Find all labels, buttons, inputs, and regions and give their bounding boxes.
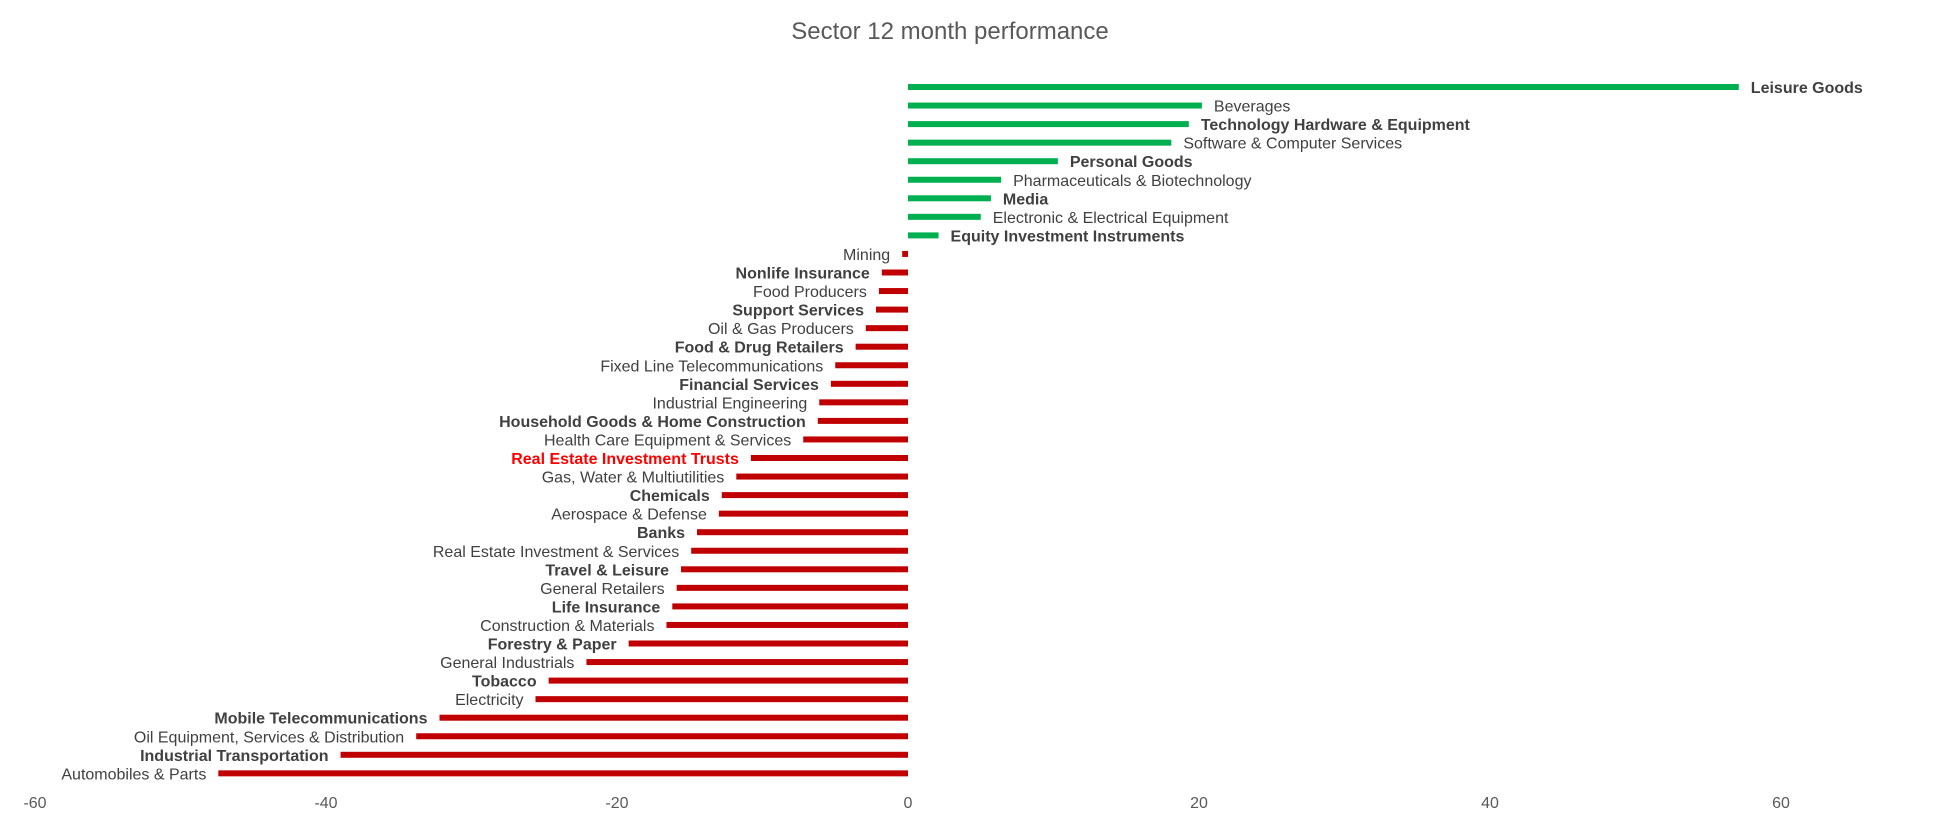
bar-label: Automobiles & Parts (61, 766, 206, 783)
bar-label: Banks (637, 525, 685, 542)
bar-label: Industrial Transportation (140, 748, 328, 765)
x-tick-label: 40 (1481, 795, 1499, 812)
bar-label: Beverages (1214, 99, 1291, 116)
bar (855, 343, 908, 350)
bar-label: Gas, Water & Multiutilities (542, 470, 725, 487)
bar (691, 547, 908, 554)
bar (803, 436, 908, 443)
bar-label: Real Estate Investment & Services (433, 544, 679, 561)
bar-label: Forestry & Paper (488, 637, 617, 654)
x-tick-label: -40 (314, 795, 337, 812)
bar (908, 102, 1202, 109)
bar-label: Oil Equipment, Services & Distribution (134, 729, 404, 746)
bar (535, 696, 908, 703)
bar-label: Electricity (455, 692, 523, 709)
bar (881, 269, 908, 276)
bar-label: Industrial Engineering (652, 395, 807, 412)
bar (830, 380, 908, 387)
bar-label: Food Producers (753, 284, 867, 301)
bar-label: Financial Services (679, 377, 819, 394)
bar (908, 158, 1058, 165)
bar (548, 677, 908, 684)
bar (819, 399, 908, 406)
bar (878, 288, 908, 295)
bar (697, 529, 908, 536)
bar (835, 362, 908, 369)
bar (736, 473, 908, 480)
bar-label: Personal Goods (1070, 154, 1193, 171)
bar-label: Equity Investment Instruments (951, 228, 1185, 245)
x-tick-label: 20 (1190, 795, 1208, 812)
bar (908, 213, 981, 220)
bar-label: Software & Computer Services (1183, 136, 1402, 153)
bar-label: Construction & Materials (480, 618, 654, 635)
bar (681, 566, 908, 573)
bar-label: Fixed Line Telecommunications (600, 358, 823, 375)
bar-label: Support Services (732, 303, 864, 320)
bar-label: General Retailers (540, 581, 665, 598)
bar (817, 417, 908, 424)
bar-label: Electronic & Electrical Equipment (993, 210, 1229, 227)
bar-label: Pharmaceuticals & Biotechnology (1013, 173, 1251, 190)
bar-label: Tobacco (472, 674, 537, 691)
bar (416, 733, 908, 740)
bar-label: Real Estate Investment Trusts (511, 451, 739, 468)
bar-label: Food & Drug Retailers (675, 340, 844, 357)
x-tick-label: 0 (904, 795, 913, 812)
bar-label: Life Insurance (552, 599, 661, 616)
bar-label: Leisure Goods (1751, 80, 1863, 97)
bar (908, 139, 1172, 146)
x-tick-label: -20 (605, 795, 628, 812)
bar-label: Health Care Equipment & Services (544, 432, 791, 449)
bar (672, 603, 908, 610)
bar-label: Mining (843, 247, 890, 264)
bar-label: Technology Hardware & Equipment (1201, 117, 1471, 134)
bar-label: Aerospace & Defense (551, 507, 707, 524)
bar (628, 640, 908, 647)
bar (908, 121, 1189, 128)
bar (875, 306, 908, 313)
bar-label: Oil & Gas Producers (708, 321, 854, 338)
bar (718, 510, 908, 517)
bar (902, 250, 908, 257)
bar (586, 659, 908, 666)
bar-label: Mobile Telecommunications (214, 711, 427, 728)
bar (908, 84, 1739, 90)
bar (676, 584, 908, 591)
bar (721, 492, 908, 499)
bar-label: Nonlife Insurance (736, 266, 870, 283)
bar (340, 751, 908, 758)
bar (908, 176, 1002, 183)
x-tick-label: -60 (23, 795, 46, 812)
bar (750, 455, 908, 461)
bar-label: Media (1003, 191, 1048, 208)
bar-label: General Industrials (440, 655, 574, 672)
bar-label: Household Goods & Home Construction (499, 414, 806, 431)
bar (865, 325, 908, 332)
x-tick-label: 60 (1772, 795, 1790, 812)
bar (666, 621, 908, 628)
bar (908, 232, 939, 239)
bar-label: Chemicals (630, 488, 710, 505)
bar (908, 195, 991, 202)
bar (439, 714, 908, 721)
chart-title: Sector 12 month performance (791, 18, 1109, 45)
bar (218, 770, 908, 777)
bar-label: Travel & Leisure (545, 562, 669, 579)
